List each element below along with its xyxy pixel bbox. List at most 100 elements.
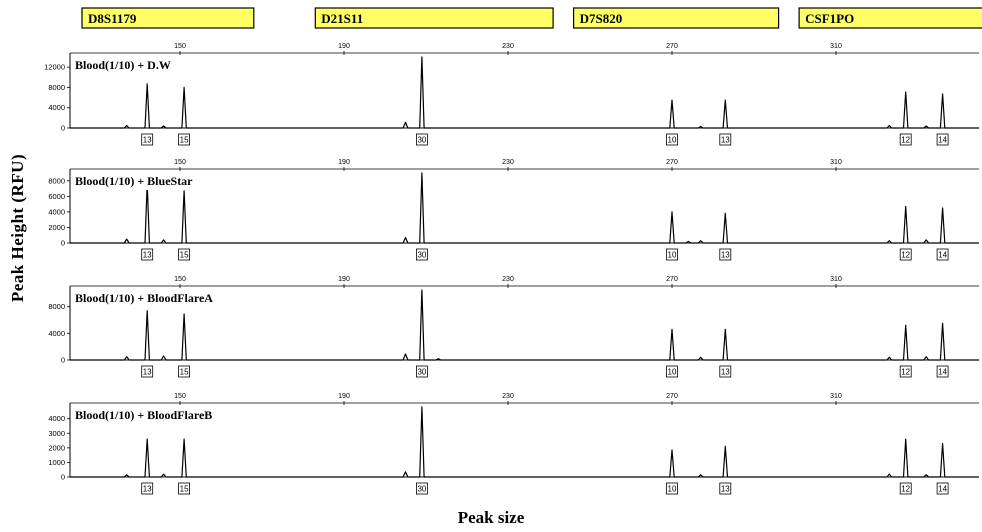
y-tick-label-3-4: 4000 <box>48 414 65 423</box>
allele-label-1-4: 13 <box>721 251 730 260</box>
allele-box-1-2 <box>415 248 428 261</box>
y-tick-label-1-1: 2000 <box>48 223 65 232</box>
allele-box-1-1 <box>178 248 191 261</box>
allele-box-2-3 <box>666 365 678 378</box>
size-tick-label-2-1: 190 <box>338 276 350 283</box>
allele-label-2-5: 12 <box>901 368 910 377</box>
allele-box-0-0 <box>141 133 154 146</box>
panel-label-0: Blood(1/10) + D.W <box>75 58 171 72</box>
allele-box-1-3 <box>666 248 678 261</box>
size-tick-label-3-4: 310 <box>830 393 842 400</box>
locus-box-1 <box>314 7 554 29</box>
y-tick-label-3-0: 0 <box>61 473 65 482</box>
y-tick-label-3-2: 2000 <box>48 443 65 452</box>
allele-label-1-1: 15 <box>180 251 189 260</box>
size-tick-label-0-4: 310 <box>830 43 842 50</box>
allele-label-0-0: 13 <box>143 136 152 145</box>
size-tick-label-0-1: 190 <box>338 43 350 50</box>
size-tick-label-1-3: 270 <box>666 159 678 166</box>
allele-box-0-6 <box>936 133 949 146</box>
allele-box-2-2 <box>415 365 428 378</box>
size-tick-label-1-1: 190 <box>338 159 350 166</box>
allele-box-3-0 <box>141 482 154 495</box>
allele-label-2-2: 30 <box>417 368 426 377</box>
allele-label-3-5: 12 <box>901 485 910 494</box>
allele-box-3-1 <box>178 482 191 495</box>
y-tick-label-3-3: 3000 <box>48 429 65 438</box>
allele-label-2-1: 15 <box>180 368 189 377</box>
locus-label-1: D21S11 <box>321 11 363 26</box>
size-tick-label-2-4: 310 <box>830 276 842 283</box>
locus-box-3 <box>798 7 982 29</box>
y-tick-label-1-0: 0 <box>61 239 65 248</box>
allele-label-0-4: 13 <box>721 136 730 145</box>
allele-label-0-6: 14 <box>938 136 947 145</box>
size-tick-label-0-0: 150 <box>174 43 186 50</box>
y-tick-label-3-1: 1000 <box>48 458 65 467</box>
size-tick-label-2-0: 150 <box>174 276 186 283</box>
allele-label-1-5: 12 <box>901 251 910 260</box>
locus-label-0: D8S1179 <box>88 11 137 26</box>
allele-label-3-4: 13 <box>721 485 730 494</box>
y-tick-label-2-0: 0 <box>61 356 65 365</box>
allele-box-0-1 <box>178 133 191 146</box>
allele-box-1-6 <box>936 248 949 261</box>
allele-box-1-4 <box>719 248 732 261</box>
trace-1 <box>70 172 979 244</box>
locus-box-0 <box>81 7 255 29</box>
allele-label-1-6: 14 <box>938 251 947 260</box>
trace-2 <box>70 289 979 361</box>
trace-0 <box>70 56 979 129</box>
trace-3 <box>70 406 979 478</box>
allele-label-2-3: 10 <box>668 368 677 377</box>
allele-label-2-0: 13 <box>143 368 152 377</box>
allele-label-0-5: 12 <box>901 136 910 145</box>
allele-box-2-0 <box>141 365 154 378</box>
y-tick-label-0-0: 0 <box>61 124 65 133</box>
allele-box-3-4 <box>719 482 732 495</box>
y-tick-label-0-2: 8000 <box>48 83 65 92</box>
y-tick-label-2-1: 4000 <box>48 329 65 338</box>
size-tick-label-0-3: 270 <box>666 43 678 50</box>
allele-label-0-1: 15 <box>180 136 189 145</box>
allele-box-3-6 <box>936 482 949 495</box>
allele-box-1-5 <box>899 248 912 261</box>
allele-label-3-1: 15 <box>180 485 189 494</box>
size-tick-label-1-4: 310 <box>830 159 842 166</box>
locus-box-2 <box>572 7 780 29</box>
panel-label-bg-1 <box>72 172 198 190</box>
size-tick-label-3-3: 270 <box>666 393 678 400</box>
allele-label-3-3: 10 <box>668 485 677 494</box>
allele-box-2-5 <box>899 365 912 378</box>
size-tick-label-3-0: 150 <box>174 393 186 400</box>
allele-label-3-2: 30 <box>417 485 426 494</box>
y-tick-label-1-4: 8000 <box>48 176 65 185</box>
y-tick-label-1-2: 4000 <box>48 207 65 216</box>
allele-label-1-3: 10 <box>668 251 677 260</box>
allele-box-1-0 <box>141 248 154 261</box>
allele-label-1-2: 30 <box>417 251 426 260</box>
size-tick-label-3-2: 230 <box>502 393 514 400</box>
size-tick-label-1-2: 230 <box>502 159 514 166</box>
size-tick-label-3-1: 190 <box>338 393 350 400</box>
panel-label-3: Blood(1/10) + BloodFlareB <box>75 408 212 422</box>
x-axis-label: Peak size <box>457 508 525 527</box>
allele-label-3-6: 14 <box>938 485 947 494</box>
allele-label-3-0: 13 <box>143 485 152 494</box>
panel-label-bg-2 <box>72 289 218 307</box>
y-tick-label-0-1: 4000 <box>48 103 65 112</box>
allele-box-3-5 <box>899 482 912 495</box>
panel-label-bg-3 <box>72 406 218 424</box>
allele-label-0-2: 30 <box>417 136 426 145</box>
size-tick-label-2-3: 270 <box>666 276 678 283</box>
allele-box-3-2 <box>415 482 428 495</box>
allele-box-0-3 <box>666 133 678 146</box>
locus-label-2: D7S820 <box>580 11 623 26</box>
size-tick-label-1-0: 150 <box>174 159 186 166</box>
allele-box-2-6 <box>936 365 949 378</box>
locus-label-3: CSF1PO <box>805 11 854 26</box>
allele-label-1-0: 13 <box>143 251 152 260</box>
allele-box-2-1 <box>178 365 191 378</box>
